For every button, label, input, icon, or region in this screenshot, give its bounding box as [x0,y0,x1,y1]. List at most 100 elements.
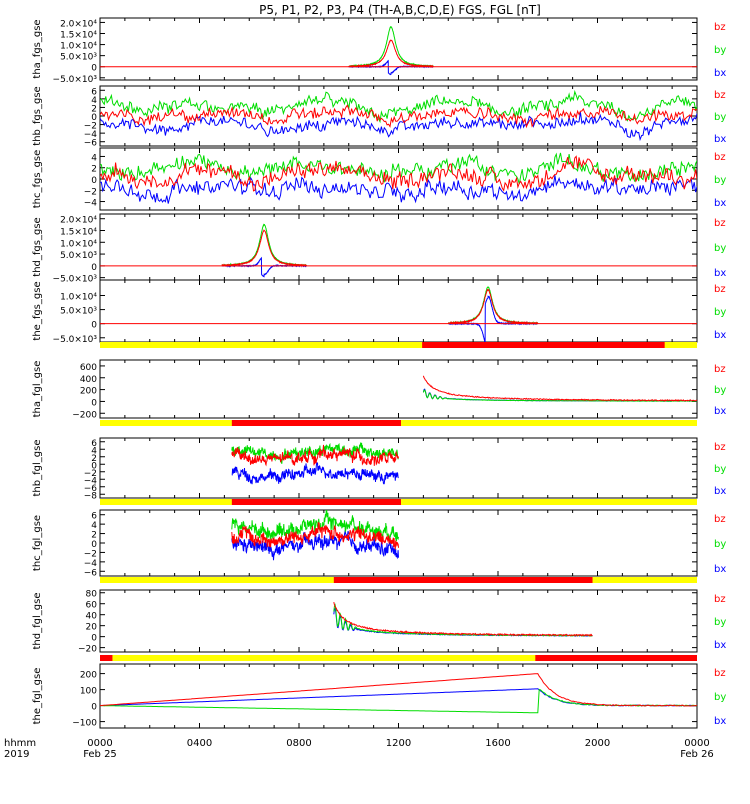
ytick-label: 100 [80,687,97,697]
ytick-label: 0 [91,634,97,644]
ytick-label: 0 [91,64,97,74]
ytick-label: 5.0×10³ [60,251,97,261]
time-tick-label: 0400 [187,738,212,749]
panel-thc_fgs_gse: 4 20−2 −4 thc_fgs_gse bz by bx [32,147,726,211]
plot-title: P5, P1, P2, P3, P4 (TH-A,B,C,D,E) FGS, F… [259,3,541,17]
series-bz [231,522,399,550]
panel-frame [99,279,698,343]
ytick-label: −6 [84,139,98,149]
ytick-label: −6 [84,484,98,494]
ytick-label: 400 [80,375,97,385]
series-bz [100,155,697,192]
time-tick-label: 0800 [286,738,311,749]
legend-bx: bx [714,330,726,341]
time-tick-label: 1600 [485,738,510,749]
legend-bx: bx [714,134,726,145]
ytick-label: 1.5×10⁴ [60,228,97,238]
ytick-label: 80 [86,590,98,600]
legend-by: by [714,385,726,396]
status-bar-on [231,420,401,426]
ytick-label: 4 [91,446,97,456]
ytick-label: −4 [84,476,98,486]
series-bz [422,375,697,402]
series-bz [231,444,399,467]
ytick-label: −4 [84,559,98,569]
series-bz [448,288,539,325]
ytick-label: 2 [91,531,97,541]
status-bar-on [231,499,401,505]
series-bx [100,175,697,204]
ytick-label: 1.5×10⁴ [60,31,97,41]
ytick-label: 4 [91,96,97,106]
time-tick-label: 1200 [386,738,411,749]
legend-bz: bz [714,152,726,163]
series-bz [221,229,307,268]
legend-bx: bx [714,406,726,417]
panel-the_fgs_gse: 1.0×10⁴ 5.0×10³ 0 −5.0×10³ the_fgs_gse bz by bx [32,279,726,345]
series-bz [333,601,593,637]
legend-by: by [714,464,726,475]
ytick-label: 0 [91,176,97,186]
ytick-label: −200 [72,410,97,420]
ylabel-tha_fgl_gse: tha_fgl_gse [32,361,43,418]
ylabel-thc_fgs_gse: thc_fgs_gse [32,150,43,209]
series-bz [100,104,697,129]
ytick-label: 5.0×10³ [60,53,97,63]
ytick-label: −4 [84,199,98,209]
panel-frame [99,359,698,419]
ytick-label: 2.0×10⁴ [60,216,97,226]
ytick-label: 6 [91,439,97,449]
series-bx [100,112,697,142]
ytick-label: −100 [72,719,97,729]
legend-bz: bz [714,514,726,525]
ytick-label: 4 [91,153,97,163]
legend-by: by [714,539,726,550]
legend-bz: bz [714,284,726,295]
series-by [348,25,434,68]
time-tick-label: 0000 [87,738,112,749]
ytick-label: 2 [91,165,97,175]
panel-frame [99,213,698,281]
legend-by: by [714,307,726,318]
panel-frame [99,437,698,499]
ylabel-thc_fgl_gse: thc_fgl_gse [32,515,43,571]
series-bx [231,462,399,485]
status-bar-on [333,577,593,583]
panel-frame [99,509,698,577]
panel-the_fgl_gse: 200 100 0 −100 the_fgl_gse bz by bx [32,655,726,729]
date-end-label: Feb 26 [680,749,714,760]
legend-bz: bz [714,90,726,101]
legend-bz: bz [714,364,726,375]
ytick-label: −5.0×10³ [53,75,98,85]
panel-frame [99,17,698,81]
ytick-label: −2 [84,122,97,132]
series-bx [100,688,697,707]
legend-bz: bz [714,668,726,679]
legend-by: by [714,243,726,254]
ytick-label: 1.0×10⁴ [60,293,97,303]
legend-by: by [714,175,726,186]
ytick-label: −2 [84,187,97,197]
ytick-label: 600 [80,363,97,373]
ytick-label: −4 [84,130,98,140]
ytick-label: 0 [91,263,97,273]
panel-frame [99,147,698,211]
ytick-label: 1.0×10⁴ [60,42,97,52]
date-start-label: Feb 25 [83,749,117,760]
ylabel-thb_fgl_gse: thb_fgl_gse [32,440,43,497]
ytick-label: 20 [86,623,98,633]
ytick-label: 200 [80,671,97,681]
ytick-label: −20 [78,645,97,655]
ytick-label: −6 [84,568,98,578]
series-by [100,152,697,185]
panel-tha_fgl_gse: 600 400 2000 −200 tha_fgl_gse bz by bx [32,342,726,420]
time-axis-label-hhmm: hhmm [4,738,36,749]
legend-bx: bx [714,268,726,279]
panels-group: 2.0×10⁴1.5×10⁴1.0×10⁴5.0×10³0−5.0×10³tha… [32,17,726,729]
